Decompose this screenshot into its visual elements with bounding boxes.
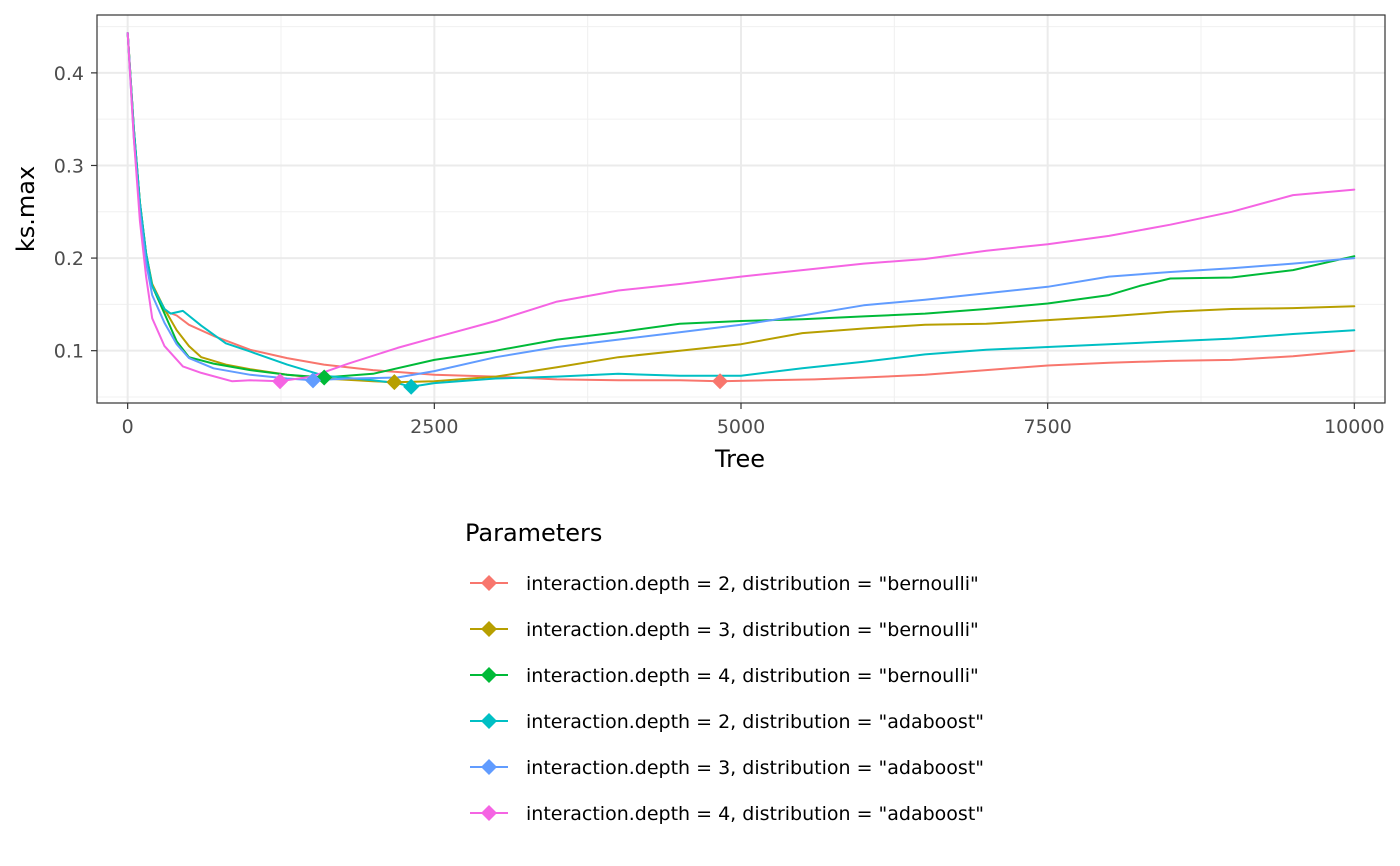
y-tick-label: 0.3	[54, 155, 84, 177]
x-tick-label: 10000	[1324, 416, 1384, 438]
legend-label: interaction.depth = 3, distribution = "a…	[526, 757, 984, 779]
series-line-4	[126, 32, 1356, 388]
optimum-marker-4	[403, 378, 420, 395]
axes: 0 2500 5000 7500 10000 0.1 0.2 0.3 0.4	[54, 63, 1385, 438]
optimum-marker-1	[712, 373, 729, 390]
y-tick-label: 0.2	[54, 248, 84, 270]
legend-key-marker	[481, 759, 497, 775]
x-tick-label: 5000	[717, 416, 765, 438]
optimum-marker-6	[272, 373, 289, 390]
optimum-marker-5	[305, 372, 322, 389]
legend-title: Parameters	[465, 519, 602, 547]
x-tick-label: 2500	[410, 416, 458, 438]
legend-key-marker	[481, 667, 497, 683]
optimum-marker-2	[386, 374, 403, 391]
y-tick-label: 0.4	[54, 63, 84, 85]
optimum-markers	[272, 369, 729, 395]
legend-label: interaction.depth = 3, distribution = "b…	[526, 619, 979, 641]
y-axis-title: ks.max	[12, 166, 40, 252]
series-line-5	[126, 32, 1356, 382]
legend-key-marker	[481, 713, 497, 729]
x-tick-label: 0	[122, 416, 134, 438]
legend-label: interaction.depth = 2, distribution = "a…	[526, 711, 984, 733]
legend-key-marker	[481, 621, 497, 637]
series-line-6	[126, 32, 1356, 383]
x-tick-label: 7500	[1023, 416, 1071, 438]
legend-label: interaction.depth = 4, distribution = "a…	[526, 803, 984, 825]
x-axis-title: Tree	[714, 445, 765, 473]
legend: Parameters interaction.depth = 2, distri…	[465, 519, 984, 825]
legend-key-marker	[481, 575, 497, 591]
legend-label: interaction.depth = 4, distribution = "b…	[526, 665, 979, 687]
legend-label: interaction.depth = 2, distribution = "b…	[526, 573, 979, 595]
legend-key-marker	[481, 805, 497, 821]
series-line-3	[126, 32, 1356, 379]
optimum-marker-3	[316, 369, 333, 386]
y-tick-label: 0.1	[54, 341, 84, 363]
series-lines	[126, 32, 1356, 388]
